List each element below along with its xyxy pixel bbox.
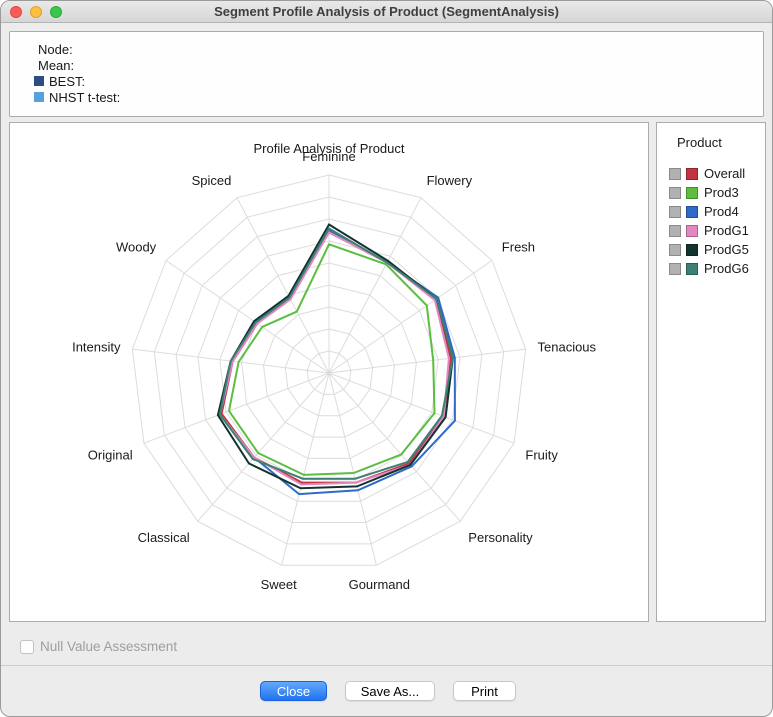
legend-label: Prod3 (704, 185, 739, 200)
null-value-assessment-label: Null Value Assessment (40, 639, 178, 654)
node-label: Node: (38, 41, 73, 57)
grid-radial (328, 372, 461, 522)
grid-ring (284, 328, 374, 417)
axis-label: Flowery (427, 173, 473, 188)
grid-ring (175, 218, 483, 523)
minimize-window-icon[interactable] (30, 6, 42, 18)
legend-checkbox[interactable] (669, 186, 681, 199)
legend-label: Overall (704, 166, 746, 181)
legend-color-swatch (686, 224, 698, 237)
grid-ring (219, 262, 439, 481)
grid-radial (328, 348, 526, 374)
legend-color-swatch (686, 167, 698, 180)
grid-radial (165, 260, 330, 374)
legend-item-prod3: Prod3 (669, 183, 765, 202)
legend-checkbox[interactable] (669, 262, 681, 275)
legend-item-prodg6: ProdG6 (669, 259, 765, 278)
grid-radial (328, 197, 422, 374)
grid-radial (328, 372, 515, 444)
series-prodg1 (218, 231, 450, 486)
legend-checkbox[interactable] (669, 167, 681, 180)
node-line: Node: (34, 41, 763, 57)
legend-item-prodg5: ProdG5 (669, 240, 765, 259)
axis-label: Spiced (192, 173, 232, 188)
axis-label: Feminine (302, 149, 355, 164)
grid-radial (281, 372, 330, 566)
nhst-color-swatch (34, 92, 44, 102)
legend-color-swatch (686, 186, 698, 199)
grid-radial (236, 197, 330, 374)
chart-title: Profile Analysis of Product (253, 141, 404, 156)
legend-label: ProdG5 (704, 242, 749, 257)
zoom-window-icon[interactable] (50, 6, 62, 18)
legend-checkbox[interactable] (669, 224, 681, 237)
legend-checkbox[interactable] (669, 243, 681, 256)
legend-label: ProdG6 (704, 261, 749, 276)
series-prod3 (227, 243, 436, 476)
legend-item-prodg1: ProdG1 (669, 221, 765, 240)
legend-panel: Product Overall Prod3 Prod4 ProdG1 ProdG5 Pro… (656, 122, 766, 622)
legend-label: Prod4 (704, 204, 739, 219)
legend-color-swatch (686, 262, 698, 275)
legend-color-swatch (686, 205, 698, 218)
axis-label: Tenacious (538, 340, 597, 355)
bottom-divider (1, 665, 772, 666)
axis-label: Classical (138, 530, 190, 545)
axis-label: Gourmand (349, 577, 410, 592)
axis-label: Personality (468, 530, 533, 545)
best-label: BEST: (49, 73, 86, 89)
grid-radial (197, 372, 330, 522)
nhst-label: NHST t-test: (49, 89, 121, 105)
print-button[interactable]: Print (453, 681, 516, 701)
legend-item-prod4: Prod4 (669, 202, 765, 221)
legend-item-overall: Overall (669, 164, 765, 183)
grid-radial (143, 372, 330, 444)
null-value-assessment-checkbox[interactable] (20, 639, 34, 654)
legend-checkbox[interactable] (669, 205, 681, 218)
grid-ring (153, 196, 505, 545)
legend-title: Product (677, 135, 722, 150)
null-value-assessment-row: Null Value Assessment (20, 639, 177, 654)
series-prodg6 (218, 227, 454, 480)
save-as-button[interactable]: Save As... (345, 681, 435, 701)
legend-label: ProdG1 (704, 223, 749, 238)
chart-panel: Profile Analysis of Product Feminine Flowe… (9, 122, 649, 622)
best-line: BEST: (34, 73, 763, 89)
titlebar: Segment Profile Analysis of Product (Seg… (1, 1, 772, 23)
window-title: Segment Profile Analysis of Product (Seg… (214, 4, 559, 19)
close-window-icon[interactable] (10, 6, 22, 18)
info-panel: Node: Mean: BEST: NHST t-test: (9, 31, 764, 117)
grid-radial (328, 372, 377, 566)
axis-label: Intensity (72, 340, 121, 355)
mean-label: Mean: (38, 57, 75, 73)
grid-radial (328, 260, 493, 374)
legend-rows: Overall Prod3 Prod4 ProdG1 ProdG5 ProdG6 (669, 164, 765, 278)
axis-label: Original (88, 448, 133, 463)
legend-color-swatch (686, 243, 698, 256)
close-button[interactable]: Close (260, 681, 327, 701)
axis-label: Sweet (261, 577, 298, 592)
grid-ring (131, 174, 527, 566)
axis-label: Fresh (502, 240, 535, 255)
grid-ring (306, 350, 352, 395)
series-overall (220, 231, 452, 484)
nhst-line: NHST t-test: (34, 89, 763, 105)
grid-ring (262, 306, 396, 438)
axis-label: Woody (116, 240, 157, 255)
best-color-swatch (34, 76, 44, 86)
mean-line: Mean: (34, 57, 763, 73)
axis-label: Fruity (525, 448, 558, 463)
